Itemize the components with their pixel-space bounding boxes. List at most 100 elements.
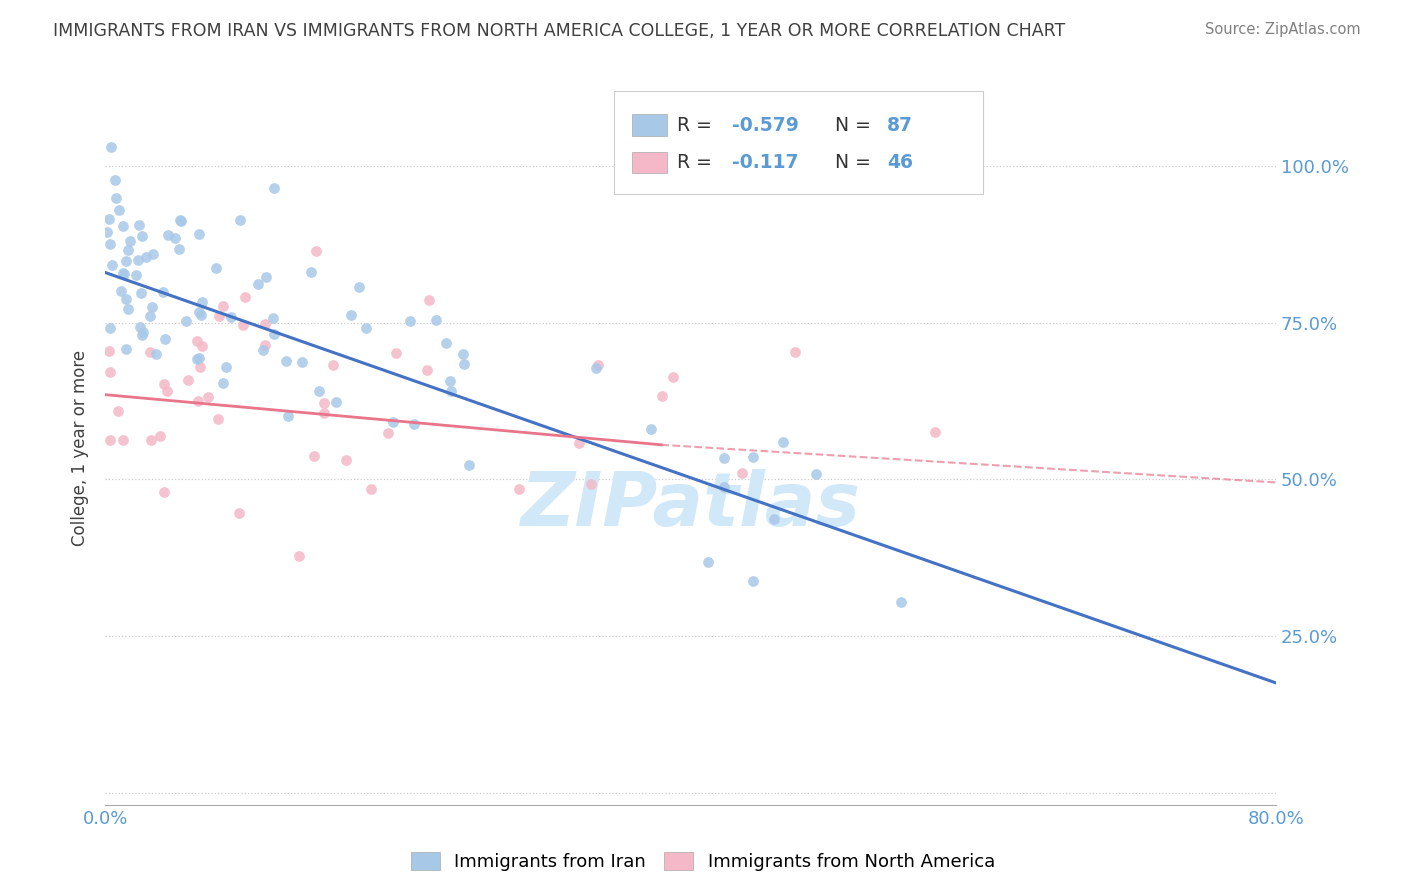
Text: R =: R = xyxy=(676,116,717,135)
Text: 87: 87 xyxy=(887,116,914,135)
Point xyxy=(451,347,474,361)
Point xyxy=(156,228,179,243)
Point xyxy=(299,264,322,278)
Point xyxy=(662,370,685,384)
Point xyxy=(139,309,162,323)
FancyBboxPatch shape xyxy=(633,152,668,173)
Text: N =: N = xyxy=(835,116,876,135)
Text: N =: N = xyxy=(835,153,876,172)
Point xyxy=(381,415,404,429)
Point xyxy=(439,384,461,398)
Point xyxy=(697,555,720,569)
Point xyxy=(131,229,153,244)
Point xyxy=(288,549,311,564)
Point xyxy=(568,435,591,450)
Point xyxy=(263,326,285,341)
Point xyxy=(713,480,735,494)
Point xyxy=(174,314,197,328)
Point xyxy=(115,253,138,268)
Point xyxy=(785,344,807,359)
Point xyxy=(138,345,160,359)
Text: -0.117: -0.117 xyxy=(731,153,799,172)
Point xyxy=(253,318,276,332)
Text: -0.579: -0.579 xyxy=(731,116,799,135)
Point xyxy=(97,211,120,226)
Point xyxy=(131,328,153,343)
Point xyxy=(186,352,208,367)
Point xyxy=(104,172,127,186)
Y-axis label: College, 1 year or more: College, 1 year or more xyxy=(72,350,89,546)
Text: ZIPatlas: ZIPatlas xyxy=(520,468,860,541)
Point xyxy=(153,332,176,346)
Point xyxy=(128,218,150,232)
Point xyxy=(585,360,607,375)
Point xyxy=(263,181,285,195)
Text: Source: ZipAtlas.com: Source: ZipAtlas.com xyxy=(1205,22,1361,37)
Point xyxy=(228,506,250,520)
Text: IMMIGRANTS FROM IRAN VS IMMIGRANTS FROM NORTH AMERICA COLLEGE, 1 YEAR OR MORE CO: IMMIGRANTS FROM IRAN VS IMMIGRANTS FROM … xyxy=(53,22,1066,40)
Point xyxy=(425,313,447,327)
Point xyxy=(247,277,270,292)
Point xyxy=(579,477,602,491)
Point xyxy=(262,311,284,326)
Point xyxy=(713,451,735,466)
Point xyxy=(101,258,124,272)
Point xyxy=(308,384,330,399)
Point xyxy=(233,290,256,304)
Point xyxy=(254,269,277,284)
Point xyxy=(188,351,211,365)
Point xyxy=(232,318,254,333)
Point xyxy=(117,302,139,317)
Point xyxy=(763,512,786,526)
Point xyxy=(291,355,314,369)
Point xyxy=(153,377,176,392)
Point xyxy=(398,313,420,327)
Point xyxy=(312,406,335,420)
Point xyxy=(356,320,378,334)
Point xyxy=(177,373,200,387)
Point xyxy=(98,236,121,251)
Point xyxy=(229,213,252,227)
Point xyxy=(304,449,326,463)
Point xyxy=(141,300,163,314)
Point xyxy=(804,467,827,482)
Point xyxy=(98,321,121,335)
Point xyxy=(156,384,179,398)
Point xyxy=(111,219,134,233)
Point xyxy=(114,292,136,306)
Point xyxy=(153,485,176,500)
Point xyxy=(212,299,235,313)
Point xyxy=(730,466,752,480)
Point xyxy=(305,244,328,258)
Point xyxy=(221,310,243,325)
Point xyxy=(890,594,912,608)
Point xyxy=(129,285,152,300)
Point xyxy=(772,435,794,450)
Point xyxy=(188,360,211,375)
Point xyxy=(439,374,461,388)
Point xyxy=(640,422,662,436)
Point xyxy=(418,293,440,308)
Point xyxy=(197,390,219,404)
Legend: Immigrants from Iran, Immigrants from North America: Immigrants from Iran, Immigrants from No… xyxy=(404,845,1002,879)
Point xyxy=(325,395,347,409)
Point xyxy=(142,247,165,261)
Point xyxy=(453,357,475,371)
Point xyxy=(377,425,399,440)
Point xyxy=(98,343,121,358)
Point xyxy=(347,280,370,294)
Point xyxy=(148,429,170,443)
Point xyxy=(115,342,138,356)
Point xyxy=(100,140,122,154)
Point xyxy=(385,346,408,360)
Point xyxy=(742,450,765,464)
Point xyxy=(207,411,229,425)
Point xyxy=(312,396,335,410)
Point xyxy=(322,358,344,372)
Point xyxy=(170,214,193,228)
Point xyxy=(335,453,357,467)
Point xyxy=(169,212,191,227)
Point xyxy=(191,295,214,310)
Point xyxy=(208,309,231,323)
Point xyxy=(186,334,208,348)
